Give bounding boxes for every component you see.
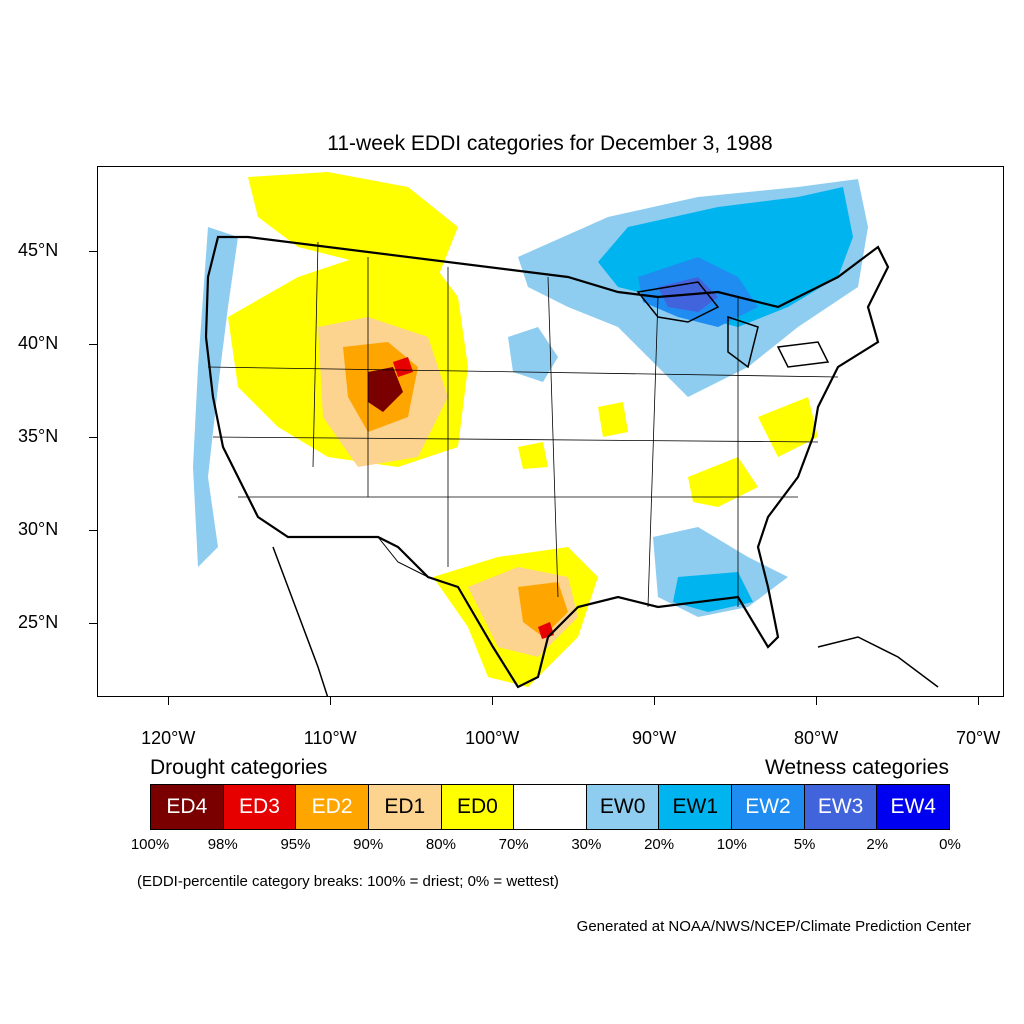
category-colorbar: ED4 ED3 ED2 ED1 ED0 EW0 EW1 EW2 EW3 EW4 — [150, 784, 950, 830]
legend-cell-ed4: ED4 — [151, 785, 224, 829]
state-line-5 — [647, 296, 659, 608]
lon-tick-label: 100°W — [465, 728, 520, 748]
lon-tick-label: 90°W — [632, 728, 677, 748]
state-line-4 — [547, 276, 559, 598]
cuba-coast — [817, 636, 939, 688]
category-shading — [193, 172, 868, 687]
legend-cell-ed3: ED3 — [223, 785, 297, 829]
break-label: 20% — [644, 836, 675, 853]
legend-cell-ew3: EW3 — [804, 785, 878, 829]
lon-tick — [492, 697, 494, 705]
lat-tick — [89, 437, 97, 439]
legend-cell-ew4: EW4 — [877, 785, 950, 829]
wet-region-ew0-westcoast — [193, 227, 238, 567]
lon-tick-label: 110°W — [303, 728, 357, 748]
canada-border — [247, 236, 529, 273]
lat-tick — [89, 344, 97, 346]
break-label: 2% — [866, 836, 889, 853]
lon-tick — [654, 697, 656, 705]
dry-region-ed0-missouri — [518, 442, 548, 469]
dry-region-ed0-north — [248, 172, 458, 277]
break-label: 70% — [498, 836, 529, 853]
lat-tick-label: 35°N — [18, 426, 59, 447]
legend-cell-ed0: ED0 — [441, 785, 515, 829]
lon-tick — [330, 697, 332, 705]
break-label: 100% — [130, 836, 170, 853]
break-label: 90% — [353, 836, 384, 853]
break-label: 10% — [716, 836, 747, 853]
map-canvas — [193, 172, 939, 696]
lat-tick — [89, 529, 97, 531]
boundaries — [204, 235, 939, 696]
wet-region-ew0-midwest — [508, 327, 558, 382]
legend-cell-normal — [514, 785, 587, 829]
baja-coast — [272, 546, 329, 696]
lon-tick-label: 70°W — [955, 728, 1001, 748]
mexico-border — [288, 536, 429, 578]
lat-tick-label: 40°N — [18, 333, 59, 354]
credit-text: Generated at NOAA/NWS/NCEP/Climate Predi… — [576, 918, 971, 935]
lat-tick-label: 30°N — [18, 518, 59, 539]
lon-tick — [816, 697, 818, 705]
break-label: 95% — [280, 836, 311, 853]
break-label: 98% — [207, 836, 238, 853]
map-title: 11-week EDDI categories for December 3, … — [327, 132, 773, 155]
eddi-map — [97, 166, 1004, 697]
legend-cell-ed2: ED2 — [296, 785, 369, 829]
lat-tick-label: 25°N — [18, 611, 59, 632]
lon-tick-label: 80°W — [794, 728, 839, 748]
dry-region-ed2-texas — [518, 582, 568, 637]
state-line-7 — [207, 366, 839, 378]
dry-region-ed0-iowa — [598, 402, 628, 437]
legend-cell-ew1: EW1 — [659, 785, 733, 829]
lon-tick — [978, 697, 980, 705]
dry-region-ed4-rockies — [368, 367, 403, 412]
lon-tick — [168, 697, 170, 705]
lat-tick — [89, 622, 97, 624]
legend-cell-ed1: ED1 — [368, 785, 442, 829]
break-label: 0% — [939, 836, 961, 853]
us-outline — [204, 235, 890, 689]
legend-cell-ew2: EW2 — [732, 785, 805, 829]
break-note: (EDDI-percentile category breaks: 100% =… — [137, 873, 559, 890]
lat-tick-label: 45°N — [18, 240, 59, 261]
state-line-1 — [312, 241, 319, 468]
legend-cell-ew0: EW0 — [586, 785, 660, 829]
drought-heading: Drought categories — [150, 756, 328, 779]
dry-region-ed3-rockies — [393, 357, 413, 377]
state-line-8 — [212, 436, 819, 443]
great-lakes — [636, 281, 830, 369]
wetness-heading: Wetness categories — [764, 756, 949, 779]
break-label: 30% — [571, 836, 602, 853]
break-label: 80% — [425, 836, 456, 853]
break-label: 5% — [793, 836, 816, 853]
lat-tick — [89, 251, 97, 253]
lon-tick-label: 120°W — [141, 728, 196, 748]
dry-region-ed0-midsouth — [688, 457, 758, 507]
